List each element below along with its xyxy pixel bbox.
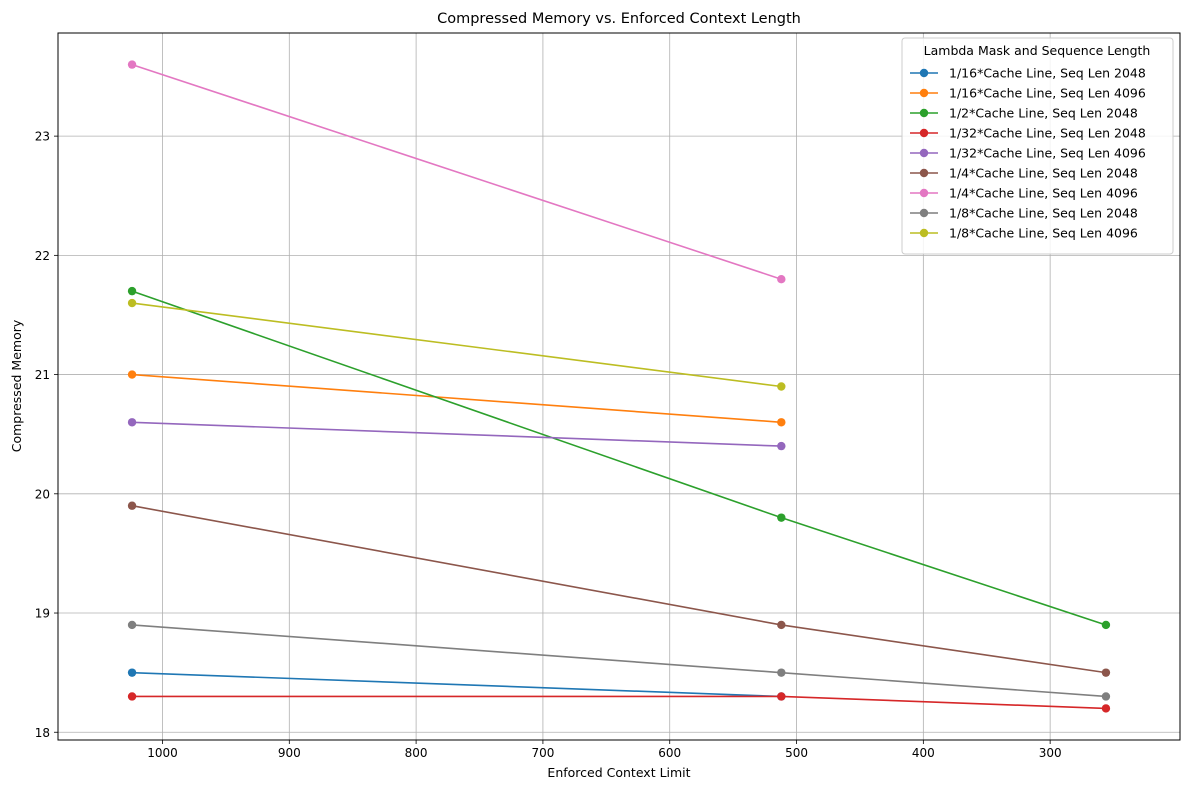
y-tick-label: 23 bbox=[35, 130, 50, 144]
data-point bbox=[127, 501, 137, 510]
x-tick-label: 700 bbox=[531, 746, 554, 760]
series-line bbox=[131, 63, 782, 280]
x-tick-label: 600 bbox=[658, 746, 681, 760]
data-point bbox=[777, 382, 786, 391]
legend-label: 1/32*Cache Line, Seq Len 2048 bbox=[949, 126, 1146, 141]
legend-label: 1/16*Cache Line, Seq Len 4096 bbox=[949, 86, 1146, 101]
data-point bbox=[777, 668, 786, 677]
legend-marker bbox=[919, 228, 929, 238]
axes: 1000 900 800 700 600 500 400 300 18 19 20 21 22 23 bbox=[35, 130, 1062, 760]
data-point bbox=[1101, 692, 1111, 701]
data-point bbox=[1101, 704, 1111, 713]
legend-label: 1/32*Cache Line, Seq Len 4096 bbox=[949, 146, 1146, 161]
data-point bbox=[127, 692, 137, 701]
series-line bbox=[132, 421, 782, 447]
x-tick-label: 500 bbox=[785, 746, 808, 760]
series-6 bbox=[127, 501, 1111, 677]
y-tick-label: 18 bbox=[35, 726, 50, 740]
legend-marker bbox=[919, 148, 929, 158]
chart-title: Compressed Memory vs. Enforced Context L… bbox=[437, 11, 801, 27]
legend-label: 1/16*Cache Line, Seq Len 2048 bbox=[949, 66, 1146, 81]
y-axis-label: Compressed Memory bbox=[9, 319, 24, 452]
data-point bbox=[777, 418, 786, 427]
data-point bbox=[127, 286, 137, 296]
legend-box bbox=[901, 37, 1174, 255]
data-point bbox=[1101, 668, 1111, 677]
legend-title: Lambda Mask and Sequence Length bbox=[924, 43, 1151, 58]
y-tick-label: 22 bbox=[35, 249, 50, 263]
legend-marker bbox=[919, 188, 929, 198]
data-point bbox=[127, 370, 137, 379]
x-tick-label: 1000 bbox=[147, 746, 178, 760]
data-point bbox=[127, 298, 137, 308]
series-line bbox=[132, 373, 782, 424]
x-tick-label: 900 bbox=[278, 746, 301, 760]
data-point bbox=[1101, 620, 1111, 630]
legend-label: 1/8*Cache Line, Seq Len 4096 bbox=[949, 226, 1138, 241]
x-tick-label: 300 bbox=[1039, 746, 1062, 760]
data-point bbox=[127, 60, 137, 69]
y-tick-label: 19 bbox=[35, 607, 50, 621]
series-8 bbox=[127, 620, 1111, 701]
data-point bbox=[127, 418, 137, 427]
legend-marker bbox=[919, 168, 929, 178]
x-tick-label: 400 bbox=[912, 746, 935, 760]
legend-label: 1/8*Cache Line, Seq Len 2048 bbox=[949, 206, 1138, 221]
data-point bbox=[777, 513, 786, 522]
y-tick-label: 20 bbox=[35, 487, 50, 501]
series-5 bbox=[127, 418, 786, 451]
series-3 bbox=[127, 286, 1111, 630]
legend-marker bbox=[919, 208, 929, 218]
legend: Lambda Mask and Sequence Length 1/16*Cac… bbox=[901, 37, 1174, 255]
data-point bbox=[777, 441, 786, 451]
series-line bbox=[132, 671, 782, 698]
data-point bbox=[127, 668, 137, 677]
legend-marker bbox=[919, 88, 929, 98]
legend-label: 1/2*Cache Line, Seq Len 2048 bbox=[949, 106, 1138, 121]
legend-marker bbox=[919, 68, 929, 78]
legend-label: 1/4*Cache Line, Seq Len 4096 bbox=[949, 186, 1138, 201]
plot-frame bbox=[57, 32, 1181, 741]
series-4 bbox=[127, 692, 1111, 713]
x-axis-label: Enforced Context Limit bbox=[547, 765, 690, 780]
legend-marker bbox=[919, 128, 929, 138]
data-point bbox=[127, 620, 137, 630]
series-group bbox=[127, 60, 1111, 713]
data-point bbox=[777, 692, 786, 701]
series-line bbox=[131, 302, 782, 388]
x-tick-label: 800 bbox=[405, 746, 428, 760]
series-9 bbox=[127, 298, 786, 391]
y-tick-label: 21 bbox=[35, 368, 50, 382]
data-point bbox=[777, 620, 786, 630]
series-7 bbox=[127, 60, 786, 284]
series-2 bbox=[127, 370, 786, 427]
legend-label: 1/4*Cache Line, Seq Len 2048 bbox=[949, 166, 1138, 181]
legend-marker bbox=[919, 108, 929, 118]
data-point bbox=[777, 274, 786, 284]
